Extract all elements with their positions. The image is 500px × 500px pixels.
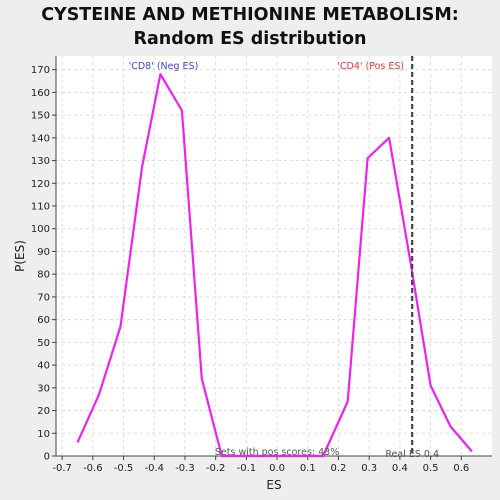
pos-es-label: 'CD4' (Pos ES) <box>337 61 404 72</box>
y-tick-label: 70 <box>37 292 50 303</box>
y-tick-label: 100 <box>31 224 50 235</box>
x-tick-label: 0.3 <box>361 463 377 474</box>
pos-scores-label: Sets with pos scores: 43% <box>215 447 339 458</box>
x-tick-label: -0.7 <box>52 463 72 474</box>
y-tick-label: 60 <box>37 315 50 326</box>
real-es-label: Real ES 0.4 <box>385 449 439 460</box>
distribution-line <box>76 73 473 458</box>
y-tick-label: 20 <box>37 406 50 417</box>
y-tick-label: 30 <box>37 383 50 394</box>
y-tick-label: 110 <box>31 202 50 213</box>
x-tick-label: -0.1 <box>237 463 257 474</box>
x-tick-label: 0.2 <box>331 463 347 474</box>
y-tick-label: 50 <box>37 338 50 349</box>
grid-lines <box>56 56 492 457</box>
x-tick-label: 0.5 <box>423 463 439 474</box>
x-tick-label: -0.3 <box>175 463 195 474</box>
x-tick-label: -0.2 <box>206 463 226 474</box>
x-tick-label: 0.4 <box>392 463 408 474</box>
y-tick-label: 130 <box>31 156 50 167</box>
plot-background <box>56 56 492 456</box>
y-tick-label: 120 <box>31 179 50 190</box>
x-tick-label: -0.6 <box>83 463 103 474</box>
y-tick-label: 40 <box>37 361 50 372</box>
tick-labels: 0 10 20 30 40 50 60 70 80 90 100 110 120 130 140 150 160… <box>31 65 469 474</box>
y-tick-label: 160 <box>31 88 50 99</box>
y-tick-label: 170 <box>31 65 50 76</box>
y-tick-label: 90 <box>37 247 50 258</box>
x-tick-label: 0.6 <box>453 463 469 474</box>
annotations: 'CD8' (Neg ES) 'CD4' (Pos ES) Sets with po… <box>129 56 439 460</box>
y-tick-label: 0 <box>44 452 50 463</box>
x-tick-label: 0.0 <box>269 463 285 474</box>
x-tick-label: 0.1 <box>300 463 316 474</box>
series-layer <box>76 73 473 458</box>
y-tick-label: 150 <box>31 111 50 122</box>
x-axis-label: ES <box>266 478 281 492</box>
y-axis-label: P(ES) <box>13 240 27 272</box>
x-tick-label: -0.4 <box>144 463 164 474</box>
x-tick-label: -0.5 <box>114 463 134 474</box>
chart-title: CYSTEINE AND METHIONINE METABOLISM: Rand… <box>41 5 459 49</box>
y-tick-label: 140 <box>31 133 50 144</box>
y-tick-label: 80 <box>37 270 50 281</box>
neg-es-label: 'CD8' (Neg ES) <box>129 61 199 72</box>
y-tick-label: 10 <box>37 429 50 440</box>
